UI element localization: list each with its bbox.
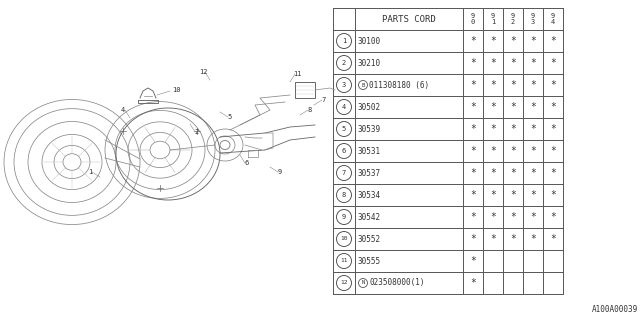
Text: *: *	[530, 168, 536, 178]
Text: 30555: 30555	[358, 257, 381, 266]
Text: *: *	[470, 80, 476, 90]
Text: *: *	[510, 234, 516, 244]
Text: *: *	[550, 190, 556, 200]
Text: 10: 10	[340, 236, 348, 242]
Text: *: *	[530, 58, 536, 68]
Text: *: *	[550, 124, 556, 134]
Text: 6: 6	[342, 148, 346, 154]
Text: *: *	[470, 146, 476, 156]
Text: 30502: 30502	[358, 102, 381, 111]
Text: 1: 1	[88, 169, 92, 175]
Text: *: *	[510, 80, 516, 90]
Text: *: *	[470, 190, 476, 200]
Text: *: *	[490, 212, 496, 222]
Text: *: *	[510, 102, 516, 112]
Text: *: *	[490, 190, 496, 200]
Text: 30537: 30537	[358, 169, 381, 178]
Text: *: *	[490, 146, 496, 156]
Text: 9
0: 9 0	[471, 13, 475, 25]
Text: 9
1: 9 1	[491, 13, 495, 25]
Text: 30100: 30100	[358, 36, 381, 45]
Text: *: *	[470, 278, 476, 288]
Text: *: *	[510, 190, 516, 200]
Text: 4: 4	[342, 104, 346, 110]
Text: *: *	[530, 146, 536, 156]
Text: *: *	[550, 36, 556, 46]
Text: *: *	[470, 234, 476, 244]
Text: *: *	[470, 212, 476, 222]
Text: *: *	[510, 212, 516, 222]
Text: 9
4: 9 4	[551, 13, 555, 25]
Text: *: *	[470, 168, 476, 178]
Text: *: *	[470, 102, 476, 112]
Text: *: *	[490, 124, 496, 134]
Text: 9
2: 9 2	[511, 13, 515, 25]
Text: 2: 2	[195, 129, 199, 135]
Text: *: *	[550, 234, 556, 244]
Text: *: *	[530, 124, 536, 134]
Text: *: *	[530, 80, 536, 90]
Text: *: *	[470, 256, 476, 266]
Text: *: *	[550, 212, 556, 222]
Text: *: *	[530, 212, 536, 222]
Text: *: *	[550, 146, 556, 156]
Text: *: *	[550, 58, 556, 68]
Text: 11: 11	[340, 259, 348, 263]
Text: *: *	[470, 36, 476, 46]
Text: 8: 8	[342, 192, 346, 198]
Text: *: *	[530, 36, 536, 46]
Text: 30542: 30542	[358, 212, 381, 221]
Text: 30531: 30531	[358, 147, 381, 156]
Text: 11: 11	[292, 71, 301, 77]
Text: 2: 2	[342, 60, 346, 66]
Text: 30539: 30539	[358, 124, 381, 133]
Text: *: *	[490, 36, 496, 46]
Text: 9
3: 9 3	[531, 13, 535, 25]
Text: 9: 9	[278, 169, 282, 175]
Text: *: *	[490, 234, 496, 244]
Text: 12: 12	[199, 69, 207, 75]
Text: 023508000(1): 023508000(1)	[369, 278, 424, 287]
Text: 30210: 30210	[358, 59, 381, 68]
Text: 011308180 (6): 011308180 (6)	[369, 81, 429, 90]
Text: *: *	[490, 168, 496, 178]
FancyBboxPatch shape	[295, 82, 315, 98]
Text: *: *	[530, 190, 536, 200]
Text: *: *	[510, 168, 516, 178]
Text: *: *	[470, 58, 476, 68]
Text: *: *	[550, 80, 556, 90]
Text: N: N	[362, 281, 365, 285]
Text: *: *	[550, 168, 556, 178]
Text: 10: 10	[172, 87, 180, 93]
Text: B: B	[362, 83, 365, 87]
Text: *: *	[510, 124, 516, 134]
Text: *: *	[490, 58, 496, 68]
Text: 30552: 30552	[358, 235, 381, 244]
Text: *: *	[530, 102, 536, 112]
Text: 30534: 30534	[358, 190, 381, 199]
Text: *: *	[530, 234, 536, 244]
Text: *: *	[470, 124, 476, 134]
Text: *: *	[510, 146, 516, 156]
Text: *: *	[510, 36, 516, 46]
Text: 9: 9	[342, 214, 346, 220]
Text: 4: 4	[121, 107, 125, 113]
Text: *: *	[510, 58, 516, 68]
Text: 5: 5	[342, 126, 346, 132]
Text: 7: 7	[342, 170, 346, 176]
Text: *: *	[490, 80, 496, 90]
Text: A100A00039: A100A00039	[592, 305, 638, 314]
Text: 3: 3	[342, 82, 346, 88]
Text: 7: 7	[322, 97, 326, 103]
Text: PARTS CORD: PARTS CORD	[382, 14, 436, 23]
Text: 5: 5	[228, 114, 232, 120]
Text: 6: 6	[245, 160, 249, 166]
Text: *: *	[490, 102, 496, 112]
Text: 12: 12	[340, 281, 348, 285]
Text: 1: 1	[342, 38, 346, 44]
Text: *: *	[550, 102, 556, 112]
Text: 8: 8	[308, 107, 312, 113]
